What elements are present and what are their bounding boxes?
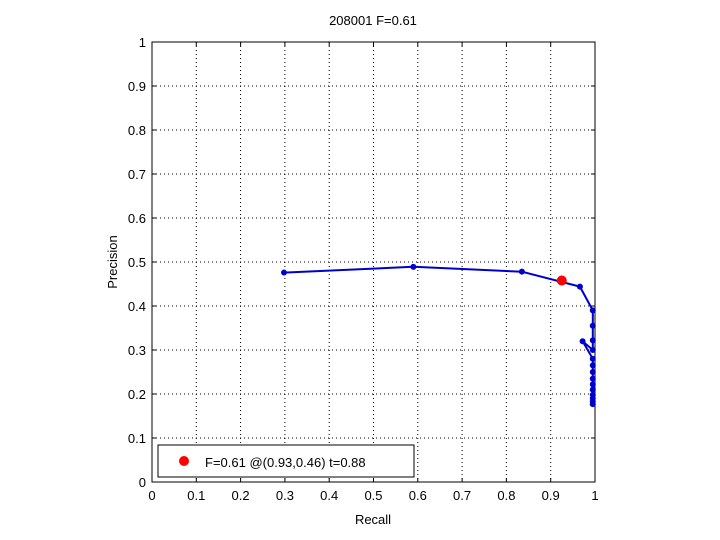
x-tick-label: 0 bbox=[148, 488, 155, 503]
best-f-point bbox=[556, 275, 567, 286]
x-tick-label: 0.4 bbox=[320, 488, 338, 503]
x-tick-label: 0.3 bbox=[276, 488, 294, 503]
y-tick-label: 0.6 bbox=[128, 211, 146, 226]
pr-curve-point bbox=[589, 369, 596, 375]
pr-curve-point bbox=[589, 307, 596, 314]
y-tick-label: 0.9 bbox=[128, 79, 146, 94]
x-tick-label: 1 bbox=[591, 488, 598, 503]
pr-curve-point bbox=[589, 391, 596, 398]
x-tick-label: 0.1 bbox=[187, 488, 205, 503]
y-tick-label: 0.5 bbox=[128, 255, 146, 270]
y-tick-label: 0.2 bbox=[128, 387, 146, 402]
pr-curve-point bbox=[589, 375, 596, 382]
y-tick-label: 1 bbox=[139, 35, 146, 50]
x-axis-label: Recall bbox=[355, 512, 391, 527]
x-tick-label: 0.9 bbox=[542, 488, 560, 503]
pr-curve-point bbox=[589, 337, 596, 344]
pr-curve-point bbox=[589, 381, 596, 388]
legend-marker bbox=[179, 456, 189, 466]
axis-ticks: 0 0.1 0.2 0.3 0.4 0.5 0.6 0.7 0.8 0.9 1 0 0.1 0.2 0.3 0… bbox=[128, 35, 599, 503]
pr-curve-point bbox=[576, 283, 583, 290]
x-tick-label: 0.5 bbox=[364, 488, 382, 503]
y-tick-label: 0.7 bbox=[128, 167, 146, 182]
x-tick-label: 0.6 bbox=[409, 488, 427, 503]
series-layer bbox=[281, 263, 596, 408]
pr-curve-point bbox=[589, 322, 596, 329]
pr-curve-point bbox=[589, 386, 596, 393]
chart-title: 208001 F=0.61 bbox=[329, 13, 417, 28]
pr-curve-point bbox=[589, 347, 596, 353]
pr-curve-point bbox=[518, 268, 525, 275]
x-tick-label: 0.7 bbox=[453, 488, 471, 503]
y-tick-label: 0.3 bbox=[128, 343, 146, 358]
pr-curve-point bbox=[579, 338, 586, 345]
grid-lines bbox=[152, 42, 595, 482]
pr-curve-point bbox=[589, 362, 596, 369]
legend-label: F=0.61 @(0.93,0.46) t=0.88 bbox=[205, 455, 366, 470]
pr-curve-line bbox=[283, 265, 594, 405]
y-tick-label: 0 bbox=[139, 475, 146, 490]
pr-curve-point bbox=[589, 355, 596, 362]
pr-curve-point bbox=[410, 263, 417, 270]
y-tick-label: 0.1 bbox=[128, 431, 146, 446]
y-tick-label: 0.4 bbox=[128, 299, 146, 314]
legend: F=0.61 @(0.93,0.46) t=0.88 bbox=[157, 444, 415, 478]
y-axis-label: Precision bbox=[105, 235, 120, 288]
legend-box bbox=[157, 444, 415, 478]
pr-curve-point bbox=[281, 269, 288, 276]
x-tick-label: 0.8 bbox=[497, 488, 515, 503]
y-tick-label: 0.8 bbox=[128, 123, 146, 138]
x-tick-label: 0.2 bbox=[232, 488, 250, 503]
